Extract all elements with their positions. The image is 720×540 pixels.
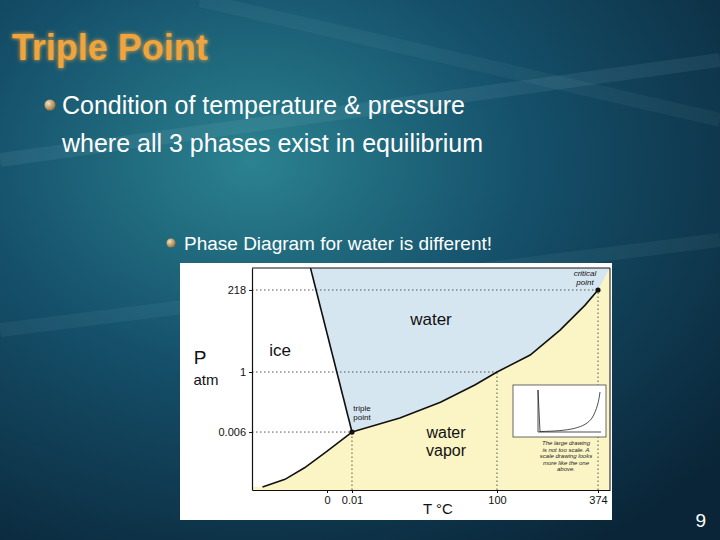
tick: 374 bbox=[589, 490, 607, 506]
sub-bullet-text: Phase Diagram for water is different! bbox=[184, 233, 492, 254]
inset-caption: The large drawing bbox=[542, 440, 591, 446]
title: Triple Point bbox=[12, 27, 208, 68]
chart-background bbox=[180, 263, 612, 520]
inset-caption: is not too scale. A bbox=[542, 447, 589, 453]
tick-mark bbox=[497, 490, 498, 493]
annotation: water bbox=[425, 424, 466, 441]
axis-line bbox=[252, 269, 253, 491]
inset-caption: above. bbox=[557, 466, 575, 472]
frame-line bbox=[610, 268, 611, 490]
bullet-text: where all 3 phases exist in equilibrium bbox=[61, 129, 483, 157]
y-axis-title: P bbox=[194, 347, 207, 368]
inset-caption: scale drawing looks bbox=[540, 453, 592, 459]
bullet-icon bbox=[167, 239, 176, 248]
y-axis-title: atm bbox=[193, 371, 218, 388]
tick: 1 bbox=[240, 366, 252, 378]
frame-line bbox=[252, 268, 610, 269]
guide-line bbox=[252, 432, 352, 433]
inset-melt bbox=[538, 390, 540, 432]
inset: The large drawingis not too scale. Ascal… bbox=[513, 385, 606, 472]
annotation: ice bbox=[269, 341, 291, 360]
tick-mark bbox=[249, 290, 252, 291]
tick: 100 bbox=[488, 490, 506, 506]
guide-line bbox=[252, 372, 497, 373]
tick-mark bbox=[352, 490, 353, 493]
annotation: vapor bbox=[426, 442, 467, 459]
guide-line bbox=[252, 289, 598, 290]
tick-label: 0 bbox=[324, 494, 330, 506]
streak bbox=[0, 60, 720, 160]
tick-mark bbox=[327, 490, 328, 493]
tick-label: 100 bbox=[488, 494, 506, 506]
plot-marks bbox=[252, 268, 610, 490]
page-number: 9 bbox=[695, 510, 706, 531]
tick-mark bbox=[598, 490, 599, 493]
x-axis-title: T °C bbox=[423, 500, 453, 517]
guide-line bbox=[497, 372, 498, 490]
point-marker bbox=[595, 287, 600, 292]
annotation: point bbox=[575, 278, 594, 287]
tick-mark bbox=[249, 372, 252, 373]
tick: 0.01 bbox=[342, 490, 363, 506]
tick-mark bbox=[249, 432, 252, 433]
annotation: water bbox=[409, 310, 452, 329]
bullet-icon bbox=[45, 100, 56, 111]
slide: Triple Point Condition of temperature & p… bbox=[0, 0, 720, 540]
guide-line bbox=[351, 432, 352, 490]
tick: 218 bbox=[228, 284, 252, 296]
annotation: point bbox=[353, 413, 371, 422]
tick-label: 1 bbox=[240, 366, 246, 378]
inset-curve bbox=[540, 392, 600, 432]
inset-frame bbox=[513, 385, 606, 437]
phase-diagram: 0.006121800.01100374PatmT °Cwatericetrip… bbox=[180, 263, 612, 520]
phase-boundary bbox=[311, 268, 352, 432]
tick-label: 0.006 bbox=[218, 426, 246, 438]
tick: 0 bbox=[324, 490, 330, 506]
tick: 0.006 bbox=[218, 426, 252, 438]
inset-axes bbox=[538, 390, 601, 432]
background bbox=[0, 0, 720, 540]
inset-caption: more like the one bbox=[543, 460, 590, 466]
phase-boundary bbox=[263, 432, 352, 487]
axis-line bbox=[253, 490, 611, 491]
y-axis: 0.006 1 218 bbox=[218, 269, 252, 491]
tick-label: 218 bbox=[228, 284, 246, 296]
point-marker bbox=[349, 429, 354, 434]
region-vapor bbox=[252, 268, 610, 490]
tick-label: 374 bbox=[589, 494, 607, 506]
tick-label: 0.01 bbox=[342, 494, 363, 506]
bullet-text: Condition of temperature & pressure bbox=[62, 91, 465, 119]
